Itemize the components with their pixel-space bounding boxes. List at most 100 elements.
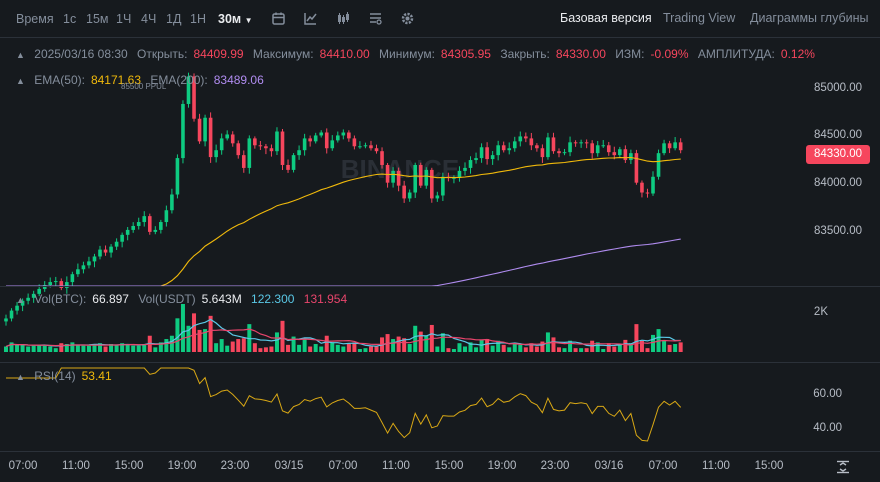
layout-icon[interactable] [368, 11, 383, 26]
candle [512, 141, 517, 149]
indicator-icon[interactable] [303, 11, 318, 26]
candle [87, 261, 91, 266]
candle [546, 137, 550, 158]
interval-1w[interactable]: 1Н [190, 12, 206, 26]
interval-1s[interactable]: 1с [63, 12, 77, 26]
candle [15, 305, 19, 311]
rsi-value: 53.41 [81, 369, 112, 383]
candle [584, 142, 589, 144]
volume-bar [391, 339, 396, 352]
volume-bar [20, 344, 25, 352]
peak-label: 85500 PPUL [121, 82, 167, 91]
pane-divider[interactable] [0, 286, 880, 287]
collapse-arrow-icon[interactable]: ▲ [16, 50, 25, 60]
vol-btc-value: 66.897 [92, 292, 129, 306]
ohlc-legend: ▲ 2025/03/16 08:30 Открыть: 84409.99 Макс… [16, 47, 821, 63]
volume-bar [64, 344, 69, 352]
volume-bar [263, 347, 268, 352]
volume-bar [678, 342, 683, 352]
collapse-arrow-icon[interactable]: ▲ [16, 295, 25, 305]
volume-bar [639, 340, 644, 352]
candle [557, 151, 561, 154]
candle [76, 269, 80, 275]
candle [496, 145, 500, 156]
volume-bar [247, 324, 252, 352]
candle [219, 138, 224, 151]
candle [313, 135, 318, 142]
candle [319, 132, 324, 136]
interval-1h[interactable]: 1Ч [116, 12, 132, 26]
volume-bar [507, 347, 512, 352]
volume-bar [562, 348, 567, 352]
candle [529, 138, 534, 146]
rsi-label: RSI(14) [34, 369, 76, 383]
candle [230, 134, 235, 144]
pane-divider[interactable] [0, 362, 880, 363]
volume-bar [37, 344, 42, 352]
candle [518, 136, 523, 142]
interval-4h[interactable]: 4Ч [141, 12, 157, 26]
interval-1d[interactable]: 1Д [166, 12, 182, 26]
volume-bar [164, 339, 169, 352]
candle [501, 145, 506, 151]
candles-icon[interactable] [336, 11, 351, 26]
volume-bar [59, 343, 64, 352]
candle [9, 310, 14, 319]
legend-change-label: ИЗМ: [615, 47, 645, 61]
volume-bar [98, 343, 103, 352]
volume-bar [490, 345, 495, 352]
candle [651, 176, 655, 194]
candle [595, 145, 600, 154]
volume-bar [457, 343, 462, 352]
collapse-arrow-icon[interactable]: ▲ [16, 76, 25, 86]
view-tradingview[interactable]: Trading View [663, 11, 736, 25]
volume-bar [136, 345, 141, 352]
volume-bar [180, 304, 185, 352]
view-depth[interactable]: Диаграммы глубины [750, 11, 869, 25]
x-axis-tick: 07:00 [328, 460, 358, 472]
gear-icon[interactable] [400, 11, 415, 26]
interval-15m[interactable]: 15м [86, 12, 109, 26]
candle [463, 167, 467, 171]
volume-bar [584, 348, 589, 352]
candle [634, 153, 639, 183]
candle [170, 194, 174, 211]
interval-30m-dropdown[interactable]: 30м ▼ [218, 12, 253, 26]
calendar-icon[interactable] [271, 11, 286, 26]
candle [109, 246, 113, 253]
candle [186, 76, 191, 104]
volume-bar [579, 348, 584, 352]
collapse-arrow-icon[interactable]: ▲ [16, 372, 25, 382]
volume-bar [557, 347, 561, 352]
volume-bar [662, 340, 667, 352]
candle [673, 142, 677, 149]
candle [579, 142, 583, 144]
current-price-tag: 84330.00 [806, 145, 870, 164]
candle [269, 148, 274, 152]
candle [396, 170, 401, 186]
volume-bar [468, 342, 473, 352]
ema200-label: EMA(200): [150, 73, 208, 87]
candle [623, 149, 628, 161]
volume-bar [319, 346, 324, 352]
candle [131, 225, 135, 230]
volume-bar [297, 344, 302, 352]
volume-bar [9, 342, 14, 352]
volume-bar [485, 339, 490, 352]
volume-bar [623, 339, 628, 352]
candle [441, 176, 445, 196]
view-basic[interactable]: Базовая версия [560, 11, 652, 25]
candle [562, 152, 567, 154]
legend-close-label: Закрыть: [500, 47, 550, 61]
candle [253, 138, 257, 146]
ema50-value: 84171.63 [90, 73, 142, 87]
time-label[interactable]: Время [16, 12, 54, 26]
scale-toggle-icon[interactable] [836, 460, 850, 474]
volume-bar [280, 320, 285, 352]
legend-high-label: Максимум: [252, 47, 314, 61]
vol-usdt-value: 5.643M [201, 292, 242, 306]
volume-bar [407, 344, 412, 352]
candle [385, 164, 390, 183]
vol-ma1-value: 122.300 [251, 292, 295, 306]
